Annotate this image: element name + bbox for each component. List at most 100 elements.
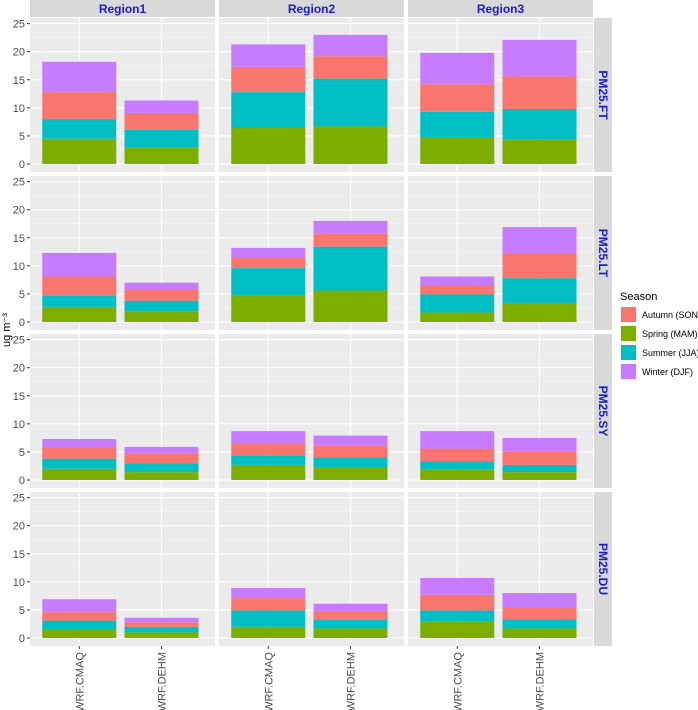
column-strip-label: Region2: [288, 2, 336, 16]
bar-segment-wrf-cmaq-summer: [231, 92, 306, 128]
panel-pm25-sy-region3: [408, 334, 593, 488]
legend-entry: Spring (MAM): [620, 325, 698, 342]
bar-segment-wrf-dehm-winter: [124, 617, 199, 623]
bar-segment-wrf-cmaq-winter: [420, 431, 495, 449]
column-strips: Region1 Region2 Region3: [30, 0, 593, 17]
bar-segment-wrf-cmaq-autumn: [420, 594, 495, 611]
bar-segment-wrf-dehm-spring: [502, 302, 577, 322]
legend-label: Summer (JJA): [642, 348, 698, 358]
panel-pm25-lt-region3: [408, 176, 593, 330]
y-tick-label: 10: [13, 261, 25, 273]
bar-segment-wrf-cmaq-spring: [420, 312, 495, 322]
bar-segment-wrf-dehm-spring: [124, 311, 199, 322]
bar-segment-wrf-cmaq-winter: [420, 52, 495, 85]
column-strip-region3: [408, 0, 593, 17]
bar-segment-wrf-cmaq-spring: [420, 469, 495, 480]
bar-segment-wrf-dehm-winter: [502, 227, 577, 254]
bar-segment-wrf-dehm-spring: [124, 147, 199, 164]
bar-segment-wrf-dehm-spring: [502, 628, 577, 638]
bar-segment-wrf-dehm-spring: [313, 628, 388, 638]
panel-pm25-ft-region1: [30, 18, 215, 172]
bar-segment-wrf-dehm-summer: [124, 129, 199, 148]
bar-segment-wrf-dehm-summer: [502, 278, 577, 303]
bar-segment-wrf-cmaq-winter: [42, 61, 117, 93]
row-strips: PM25.FT PM25.LT PM25.SY PM25.DU: [594, 18, 612, 646]
bar-segment-wrf-cmaq-summer: [420, 111, 495, 138]
bar-segment-wrf-cmaq-spring: [231, 464, 306, 480]
bar-segment-wrf-dehm-spring: [124, 632, 199, 638]
bar-segment-wrf-cmaq-spring: [231, 626, 306, 638]
bar-segment-wrf-cmaq-winter: [42, 599, 117, 613]
bar-segment-wrf-dehm-autumn: [502, 607, 577, 620]
bar-segment-wrf-dehm-summer: [502, 619, 577, 629]
bar-segment-wrf-dehm-winter: [124, 100, 199, 113]
bar-segment-wrf-dehm-summer: [124, 626, 199, 633]
bar-segment-wrf-cmaq-summer: [231, 610, 306, 627]
row-strip-pm25-du: [594, 492, 612, 646]
x-tick-label: WRF.CMAQ: [263, 652, 275, 710]
row-strip-label: PM25.DU: [596, 543, 610, 595]
y-tick-label: 20: [13, 363, 25, 375]
y-tick-label: 20: [13, 47, 25, 59]
bar-segment-wrf-dehm-autumn: [502, 451, 577, 465]
bar-segment-wrf-dehm-autumn: [124, 289, 199, 301]
bar-segment-wrf-cmaq-spring: [42, 468, 117, 480]
bar-segment-wrf-dehm-summer: [313, 246, 388, 291]
bar-segment-wrf-cmaq-spring: [420, 621, 495, 638]
y-tick-label: 5: [19, 605, 25, 617]
bar-segment-wrf-dehm-spring: [502, 472, 577, 480]
y-tick-label: 25: [13, 493, 25, 505]
bar-segment-wrf-dehm-autumn: [313, 56, 388, 79]
y-tick-label: 0: [19, 633, 25, 645]
bar-segment-wrf-dehm-summer: [502, 108, 577, 140]
bar-segment-wrf-cmaq-winter: [420, 577, 495, 595]
bar-segment-wrf-cmaq-winter: [231, 588, 306, 599]
bar-segment-wrf-dehm-spring: [502, 139, 577, 164]
bar-segment-wrf-cmaq-autumn: [42, 276, 117, 296]
bar-segment-wrf-cmaq-winter: [42, 439, 117, 448]
chart-panels: [30, 18, 593, 646]
bar-segment-wrf-dehm-summer: [124, 463, 199, 473]
bar-segment-wrf-dehm-autumn: [124, 112, 199, 130]
row-strip-pm25-sy: [594, 334, 612, 488]
x-axis: WRF.CMAQ WRF.DEHM WRF.CMAQ WRF.DEHM WRF.CMAQ…: [74, 646, 547, 710]
panel-pm25-ft-region2: [219, 18, 404, 172]
bar-segment-wrf-cmaq-autumn: [231, 66, 306, 93]
row-strip-pm25-lt: [594, 176, 612, 330]
y-tick-label: 25: [13, 335, 25, 347]
bar-segment-wrf-dehm-winter: [124, 282, 199, 290]
legend-swatch: [621, 364, 636, 379]
bar-segment-wrf-cmaq-winter: [231, 431, 306, 445]
bar-segment-wrf-dehm-autumn: [124, 622, 199, 627]
bar-segment-wrf-cmaq-autumn: [42, 92, 117, 120]
bar-segment-wrf-dehm-spring: [124, 472, 199, 480]
bar-segment-wrf-dehm-summer: [502, 464, 577, 473]
y-axis-label: ug m⁻³: [1, 313, 13, 347]
legend: Season Autumn (SON) Spring (MAM) Summer (JJ…: [620, 291, 698, 380]
bar-segment-wrf-cmaq-spring: [231, 127, 306, 164]
y-tick-label: 5: [19, 447, 25, 459]
y-tick-label: 10: [13, 419, 25, 431]
y-tick-label: 0: [19, 159, 25, 171]
bar-segment-wrf-dehm-autumn: [502, 253, 577, 279]
bar-segment-wrf-cmaq-summer: [420, 461, 495, 470]
bar-segment-wrf-cmaq-spring: [42, 306, 117, 322]
y-tick-label: 10: [13, 103, 25, 115]
bar-segment-wrf-dehm-winter: [313, 435, 388, 446]
bar-segment-wrf-cmaq-winter: [231, 247, 306, 258]
panel-pm25-du-region3: [408, 492, 593, 646]
y-tick-label: 20: [13, 205, 25, 217]
bar-segment-wrf-cmaq-spring: [231, 295, 306, 322]
bar-segment-wrf-dehm-winter: [124, 446, 199, 454]
bar-segment-wrf-dehm-autumn: [124, 453, 199, 464]
bar-segment-wrf-dehm-summer: [313, 457, 388, 468]
bar-segment-wrf-dehm-summer: [313, 620, 388, 629]
y-tick-label: 0: [19, 475, 25, 487]
bar-segment-wrf-cmaq-summer: [42, 295, 117, 307]
y-tick-label: 25: [13, 177, 25, 189]
bar-segment-wrf-dehm-winter: [313, 34, 388, 57]
legend-entry: Summer (JJA): [620, 344, 698, 361]
bar-segment-wrf-cmaq-summer: [231, 268, 306, 296]
bar-segment-wrf-dehm-autumn: [502, 76, 577, 109]
